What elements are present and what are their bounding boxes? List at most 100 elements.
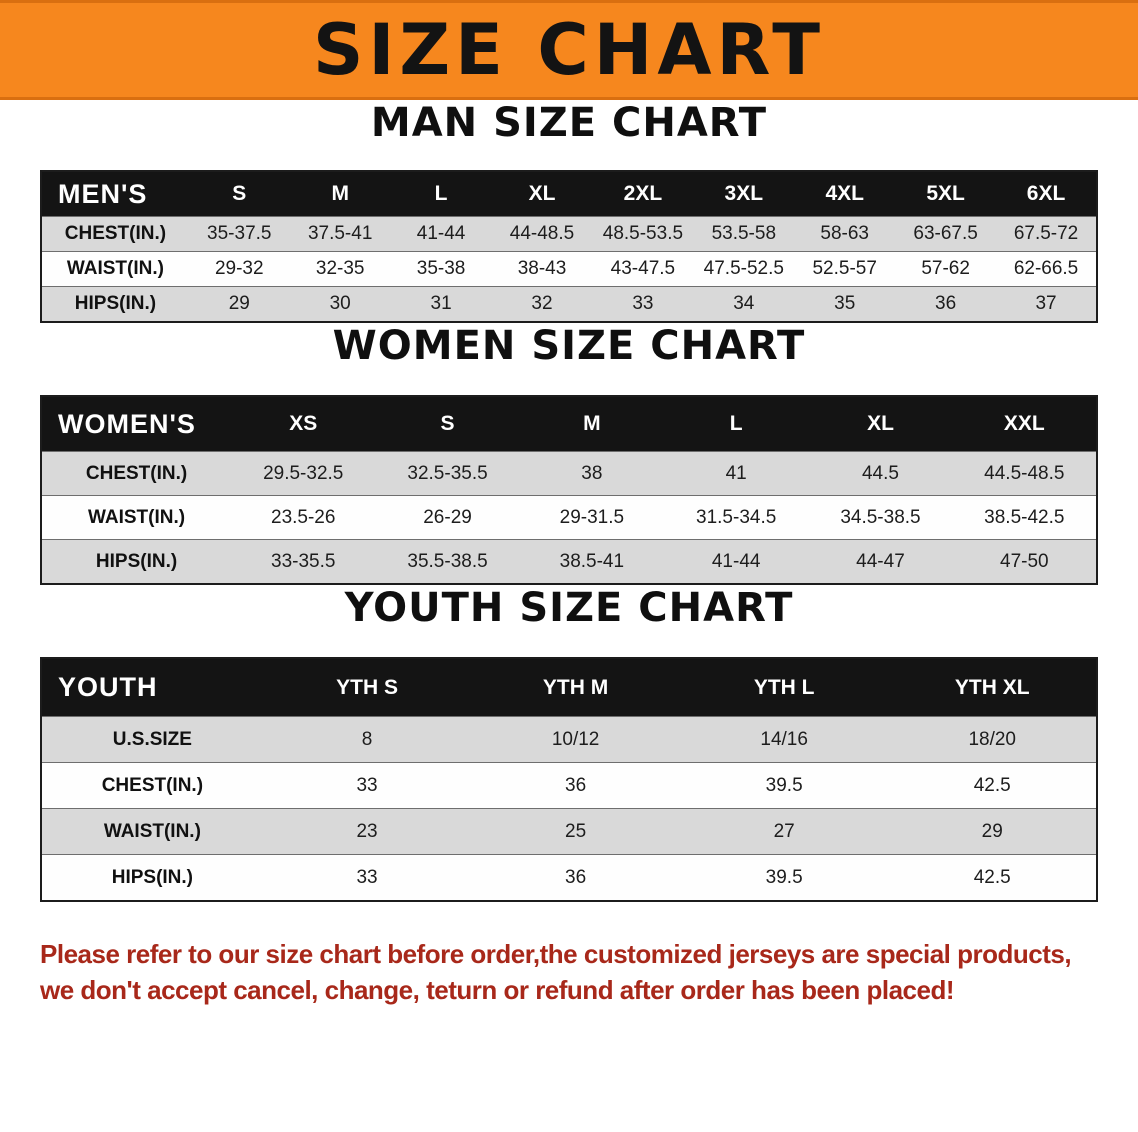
value-cell: 34.5-38.5 <box>808 495 953 540</box>
table-title-cell: WOMEN'S <box>41 396 232 452</box>
table-row: HIPS(IN.) 29 30 31 32 33 34 35 36 37 <box>41 286 1097 322</box>
value-cell: 67.5-72 <box>996 216 1097 252</box>
row-label-cell: HIPS(IN.) <box>41 539 232 584</box>
size-header-cell: 4XL <box>794 171 896 217</box>
row-label-cell: CHEST(IN.) <box>41 451 232 496</box>
value-cell: 32.5-35.5 <box>375 451 520 496</box>
table-row: CHEST(IN.) 33 36 39.5 42.5 <box>41 762 1097 809</box>
value-cell: 39.5 <box>679 854 889 901</box>
size-header-cell: M <box>289 171 391 217</box>
value-cell: 35-38 <box>390 251 492 287</box>
value-cell: 42.5 <box>888 854 1097 901</box>
men-size-table: MEN'S S M L XL 2XL 3XL 4XL 5XL 6XL CHEST(IN.) 35-37… <box>40 170 1098 323</box>
value-cell: 47.5-52.5 <box>693 251 795 287</box>
disclaimer-line-1: Please refer to our size chart before or… <box>40 939 1072 969</box>
table-row: HIPS(IN.) 33 36 39.5 42.5 <box>41 854 1097 901</box>
disclaimer-text: Please refer to our size chart before or… <box>40 936 1138 1008</box>
disclaimer-line-2: we don't accept cancel, change, teturn o… <box>40 975 955 1005</box>
table-header-row: MEN'S S M L XL 2XL 3XL 4XL 5XL 6XL <box>41 171 1097 217</box>
size-header-cell: 6XL <box>996 171 1097 217</box>
value-cell: 41 <box>664 451 809 496</box>
value-cell: 31 <box>390 286 492 322</box>
value-cell: 18/20 <box>888 716 1097 763</box>
value-cell: 32-35 <box>289 251 391 287</box>
row-label-cell: WAIST(IN.) <box>41 808 263 855</box>
table-row: U.S.SIZE 8 10/12 14/16 18/20 <box>41 716 1097 763</box>
women-size-table: WOMEN'S XS S M L XL XXL CHEST(IN.) 29.5-32.5 32.5… <box>40 395 1098 585</box>
value-cell: 44.5 <box>808 451 953 496</box>
value-cell: 29-31.5 <box>519 495 665 540</box>
men-chart-heading: MAN SIZE CHART <box>370 100 768 146</box>
section-women: WOMEN SIZE CHART WOMEN'S XS S M L XL XXL CHEST(… <box>0 323 1138 585</box>
table-header-row: WOMEN'S XS S M L XL XXL <box>41 396 1097 452</box>
value-cell: 35.5-38.5 <box>375 539 520 584</box>
value-cell: 44.5-48.5 <box>952 451 1097 496</box>
size-header-cell: S <box>375 396 520 452</box>
value-cell: 29.5-32.5 <box>231 451 376 496</box>
size-header-cell: YTH XL <box>888 658 1097 717</box>
row-label-cell: WAIST(IN.) <box>41 251 189 287</box>
value-cell: 52.5-57 <box>794 251 896 287</box>
table-title-cell: MEN'S <box>41 171 189 217</box>
value-cell: 36 <box>895 286 997 322</box>
table-row: WAIST(IN.) 29-32 32-35 35-38 38-43 43-47.5 47.… <box>41 251 1097 287</box>
value-cell: 37 <box>996 286 1097 322</box>
row-label-cell: U.S.SIZE <box>41 716 263 763</box>
size-header-cell: XS <box>231 396 376 452</box>
size-header-cell: 5XL <box>895 171 997 217</box>
youth-size-table: YOUTH YTH S YTH M YTH L YTH XL U.S.SIZE 8 10/12… <box>40 657 1098 902</box>
value-cell: 38 <box>519 451 665 496</box>
row-label-cell: WAIST(IN.) <box>41 495 232 540</box>
value-cell: 36 <box>471 762 680 809</box>
value-cell: 41-44 <box>390 216 492 252</box>
table-row: HIPS(IN.) 33-35.5 35.5-38.5 38.5-41 41-44 44-… <box>41 539 1097 584</box>
value-cell: 26-29 <box>375 495 520 540</box>
value-cell: 30 <box>289 286 391 322</box>
table-row: WAIST(IN.) 23.5-26 26-29 29-31.5 31.5-34.5 34… <box>41 495 1097 540</box>
table-row: CHEST(IN.) 29.5-32.5 32.5-35.5 38 41 44.5 44.5… <box>41 451 1097 496</box>
table-title-cell: YOUTH <box>41 658 263 717</box>
value-cell: 33-35.5 <box>231 539 376 584</box>
value-cell: 39.5 <box>679 762 889 809</box>
value-cell: 33 <box>592 286 694 322</box>
value-cell: 33 <box>262 854 472 901</box>
value-cell: 35-37.5 <box>188 216 290 252</box>
value-cell: 38.5-42.5 <box>952 495 1097 540</box>
value-cell: 29-32 <box>188 251 290 287</box>
value-cell: 62-66.5 <box>996 251 1097 287</box>
value-cell: 38-43 <box>491 251 593 287</box>
size-header-cell: YTH S <box>262 658 472 717</box>
size-header-cell: YTH M <box>471 658 680 717</box>
value-cell: 14/16 <box>679 716 889 763</box>
value-cell: 29 <box>188 286 290 322</box>
value-cell: 36 <box>471 854 680 901</box>
section-youth: YOUTH SIZE CHART YOUTH YTH S YTH M YTH L YTH… <box>0 585 1138 902</box>
size-header-cell: L <box>390 171 492 217</box>
value-cell: 57-62 <box>895 251 997 287</box>
value-cell: 58-63 <box>794 216 896 252</box>
size-header-cell: XL <box>491 171 593 217</box>
value-cell: 35 <box>794 286 896 322</box>
size-header-cell: XXL <box>952 396 1097 452</box>
table-row: CHEST(IN.) 35-37.5 37.5-41 41-44 44-48.5 48.5… <box>41 216 1097 252</box>
value-cell: 42.5 <box>888 762 1097 809</box>
youth-chart-heading: YOUTH SIZE CHART <box>344 585 794 631</box>
value-cell: 27 <box>679 808 889 855</box>
value-cell: 43-47.5 <box>592 251 694 287</box>
value-cell: 44-48.5 <box>491 216 593 252</box>
banner: SIZE CHART <box>0 0 1138 100</box>
value-cell: 47-50 <box>952 539 1097 584</box>
value-cell: 25 <box>471 808 680 855</box>
value-cell: 37.5-41 <box>289 216 391 252</box>
size-header-cell: 2XL <box>592 171 694 217</box>
page-title: SIZE CHART <box>312 9 826 91</box>
table-row: WAIST(IN.) 23 25 27 29 <box>41 808 1097 855</box>
row-label-cell: HIPS(IN.) <box>41 286 189 322</box>
women-chart-heading: WOMEN SIZE CHART <box>332 323 806 369</box>
size-header-cell: L <box>664 396 809 452</box>
value-cell: 38.5-41 <box>519 539 665 584</box>
size-header-cell: XL <box>808 396 953 452</box>
value-cell: 34 <box>693 286 795 322</box>
table-header-row: YOUTH YTH S YTH M YTH L YTH XL <box>41 658 1097 717</box>
